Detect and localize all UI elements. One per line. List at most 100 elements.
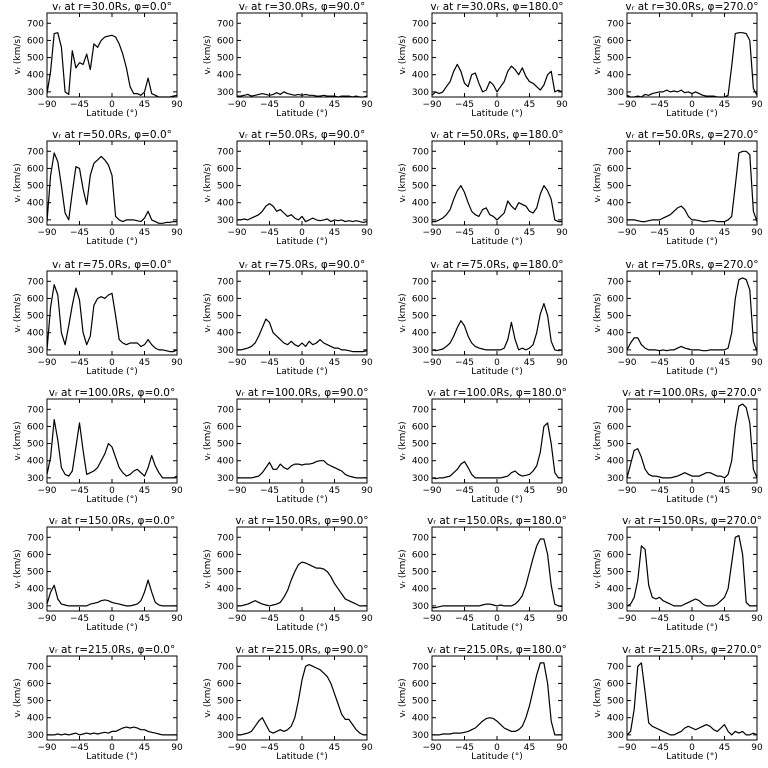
x-tick-label: 90 xyxy=(751,743,763,753)
plot-frame xyxy=(236,12,368,98)
plot-panel: vᵣ at r=30.0Rs, φ=180.0° −90 −45 0 45 90 300 40… xyxy=(398,1,568,119)
x-tick-label: −45 xyxy=(650,486,669,496)
y-tick-label: 700 xyxy=(412,19,429,29)
y-tick-label: 700 xyxy=(412,662,429,672)
y-axis-label: vᵣ (km/s) xyxy=(593,421,603,460)
y-axis-label: vᵣ (km/s) xyxy=(593,163,603,202)
x-tick-label: 90 xyxy=(171,100,183,110)
y-tick-label: 400 xyxy=(27,585,44,595)
y-tick-label: 300 xyxy=(27,346,44,356)
x-tick-label: −90 xyxy=(228,486,247,496)
y-tick-label: 600 xyxy=(607,679,624,689)
x-tick-label: 45 xyxy=(524,358,535,368)
plot-panel: vᵣ at r=50.0Rs, φ=0.0° −90 −45 0 45 90 300 400 5… xyxy=(13,129,183,247)
y-axis-label: vᵣ (km/s) xyxy=(398,678,408,717)
plot-frame xyxy=(626,140,758,226)
x-tick-label: −90 xyxy=(423,358,442,368)
plot-title: vᵣ at r=215.0Rs, φ=90.0° xyxy=(235,644,368,656)
x-tick-label: 45 xyxy=(139,743,150,753)
y-axis-label: vᵣ (km/s) xyxy=(593,549,603,588)
y-tick-label: 700 xyxy=(412,405,429,415)
y-tick-label: 300 xyxy=(27,602,44,612)
x-tick-label: 90 xyxy=(556,743,568,753)
y-tick-label: 300 xyxy=(217,602,234,612)
x-tick-label: −90 xyxy=(38,486,57,496)
plot-panel: vᵣ at r=75.0Rs, φ=180.0° −90 −45 0 45 90 300 40… xyxy=(398,259,568,377)
x-tick-label: 0 xyxy=(299,614,305,624)
x-axis-label: Latitude (°) xyxy=(471,495,522,505)
y-axis-label: vᵣ (km/s) xyxy=(203,293,213,332)
plot-title: vᵣ at r=50.0Rs, φ=90.0° xyxy=(239,129,365,141)
x-tick-label: 0 xyxy=(109,486,115,496)
y-tick-label: 700 xyxy=(27,147,44,157)
y-tick-label: 400 xyxy=(217,71,234,81)
y-axis-label: vᵣ (km/s) xyxy=(13,421,23,460)
x-tick-label: 45 xyxy=(524,228,535,238)
x-tick-label: −90 xyxy=(228,743,247,753)
y-tick-label: 600 xyxy=(27,550,44,560)
y-tick-label: 500 xyxy=(217,54,234,64)
plot-title: vᵣ at r=75.0Rs, φ=90.0° xyxy=(239,259,365,271)
x-tick-label: 0 xyxy=(299,358,305,368)
series-line xyxy=(237,561,367,607)
y-tick-label: 400 xyxy=(217,714,234,724)
y-tick-label: 400 xyxy=(412,585,429,595)
y-tick-label: 400 xyxy=(607,329,624,339)
y-tick-label: 500 xyxy=(217,440,234,450)
y-tick-label: 700 xyxy=(412,533,429,543)
y-tick-label: 300 xyxy=(607,346,624,356)
x-tick-label: 45 xyxy=(719,743,730,753)
y-tick-label: 400 xyxy=(27,199,44,209)
y-tick-label: 500 xyxy=(217,568,234,578)
x-tick-label: 45 xyxy=(329,358,340,368)
series-line xyxy=(46,579,177,607)
y-tick-label: 700 xyxy=(217,533,234,543)
y-tick-label: 400 xyxy=(217,329,234,339)
series-line xyxy=(432,662,562,736)
series-line xyxy=(46,284,178,353)
series-line xyxy=(432,185,562,223)
plot-frame xyxy=(236,140,368,226)
x-axis-label: Latitude (°) xyxy=(471,752,522,762)
x-tick-label: 90 xyxy=(361,743,373,753)
y-tick-label: 600 xyxy=(607,422,624,432)
x-tick-label: −45 xyxy=(260,100,279,110)
plot-title: vᵣ at r=30.0Rs, φ=270.0° xyxy=(625,1,758,13)
y-tick-label: 400 xyxy=(217,199,234,209)
x-tick-label: −90 xyxy=(618,100,637,110)
x-axis-label: Latitude (°) xyxy=(276,752,327,762)
y-tick-label: 700 xyxy=(217,19,234,29)
plot-title: vᵣ at r=150.0Rs, φ=0.0° xyxy=(49,515,175,527)
x-tick-label: 90 xyxy=(751,614,763,624)
x-tick-label: −45 xyxy=(650,614,669,624)
x-axis-label: Latitude (°) xyxy=(666,623,717,633)
x-tick-label: −90 xyxy=(423,743,442,753)
x-axis-label: Latitude (°) xyxy=(666,495,717,505)
y-axis-label: vᵣ (km/s) xyxy=(398,35,408,74)
y-tick-label: 500 xyxy=(412,440,429,450)
series-line xyxy=(237,460,367,479)
plot-frame xyxy=(431,270,563,356)
x-tick-label: 45 xyxy=(524,743,535,753)
series-line xyxy=(46,32,178,98)
x-tick-label: 0 xyxy=(494,228,500,238)
y-tick-label: 400 xyxy=(607,71,624,81)
y-tick-label: 400 xyxy=(412,71,429,81)
plot-panel: vᵣ at r=30.0Rs, φ=90.0° −90 −45 0 45 90 300 400… xyxy=(203,1,373,119)
x-tick-label: 45 xyxy=(329,228,340,238)
x-tick-label: 45 xyxy=(139,486,150,496)
x-tick-label: −90 xyxy=(423,614,442,624)
x-tick-label: −90 xyxy=(38,743,57,753)
x-tick-label: 45 xyxy=(139,100,150,110)
y-tick-label: 500 xyxy=(607,182,624,192)
plot-title: vᵣ at r=215.0Rs, φ=270.0° xyxy=(622,644,762,656)
x-axis-label: Latitude (°) xyxy=(86,623,137,633)
y-tick-label: 300 xyxy=(412,88,429,98)
y-axis-label: vᵣ (km/s) xyxy=(203,421,213,460)
x-axis-label: Latitude (°) xyxy=(86,752,137,762)
y-tick-label: 500 xyxy=(27,182,44,192)
plot-panel: vᵣ at r=75.0Rs, φ=0.0° −90 −45 0 45 90 300 400 5… xyxy=(13,259,183,377)
series-line xyxy=(47,726,177,736)
x-tick-label: 90 xyxy=(361,486,373,496)
x-tick-label: 90 xyxy=(361,358,373,368)
